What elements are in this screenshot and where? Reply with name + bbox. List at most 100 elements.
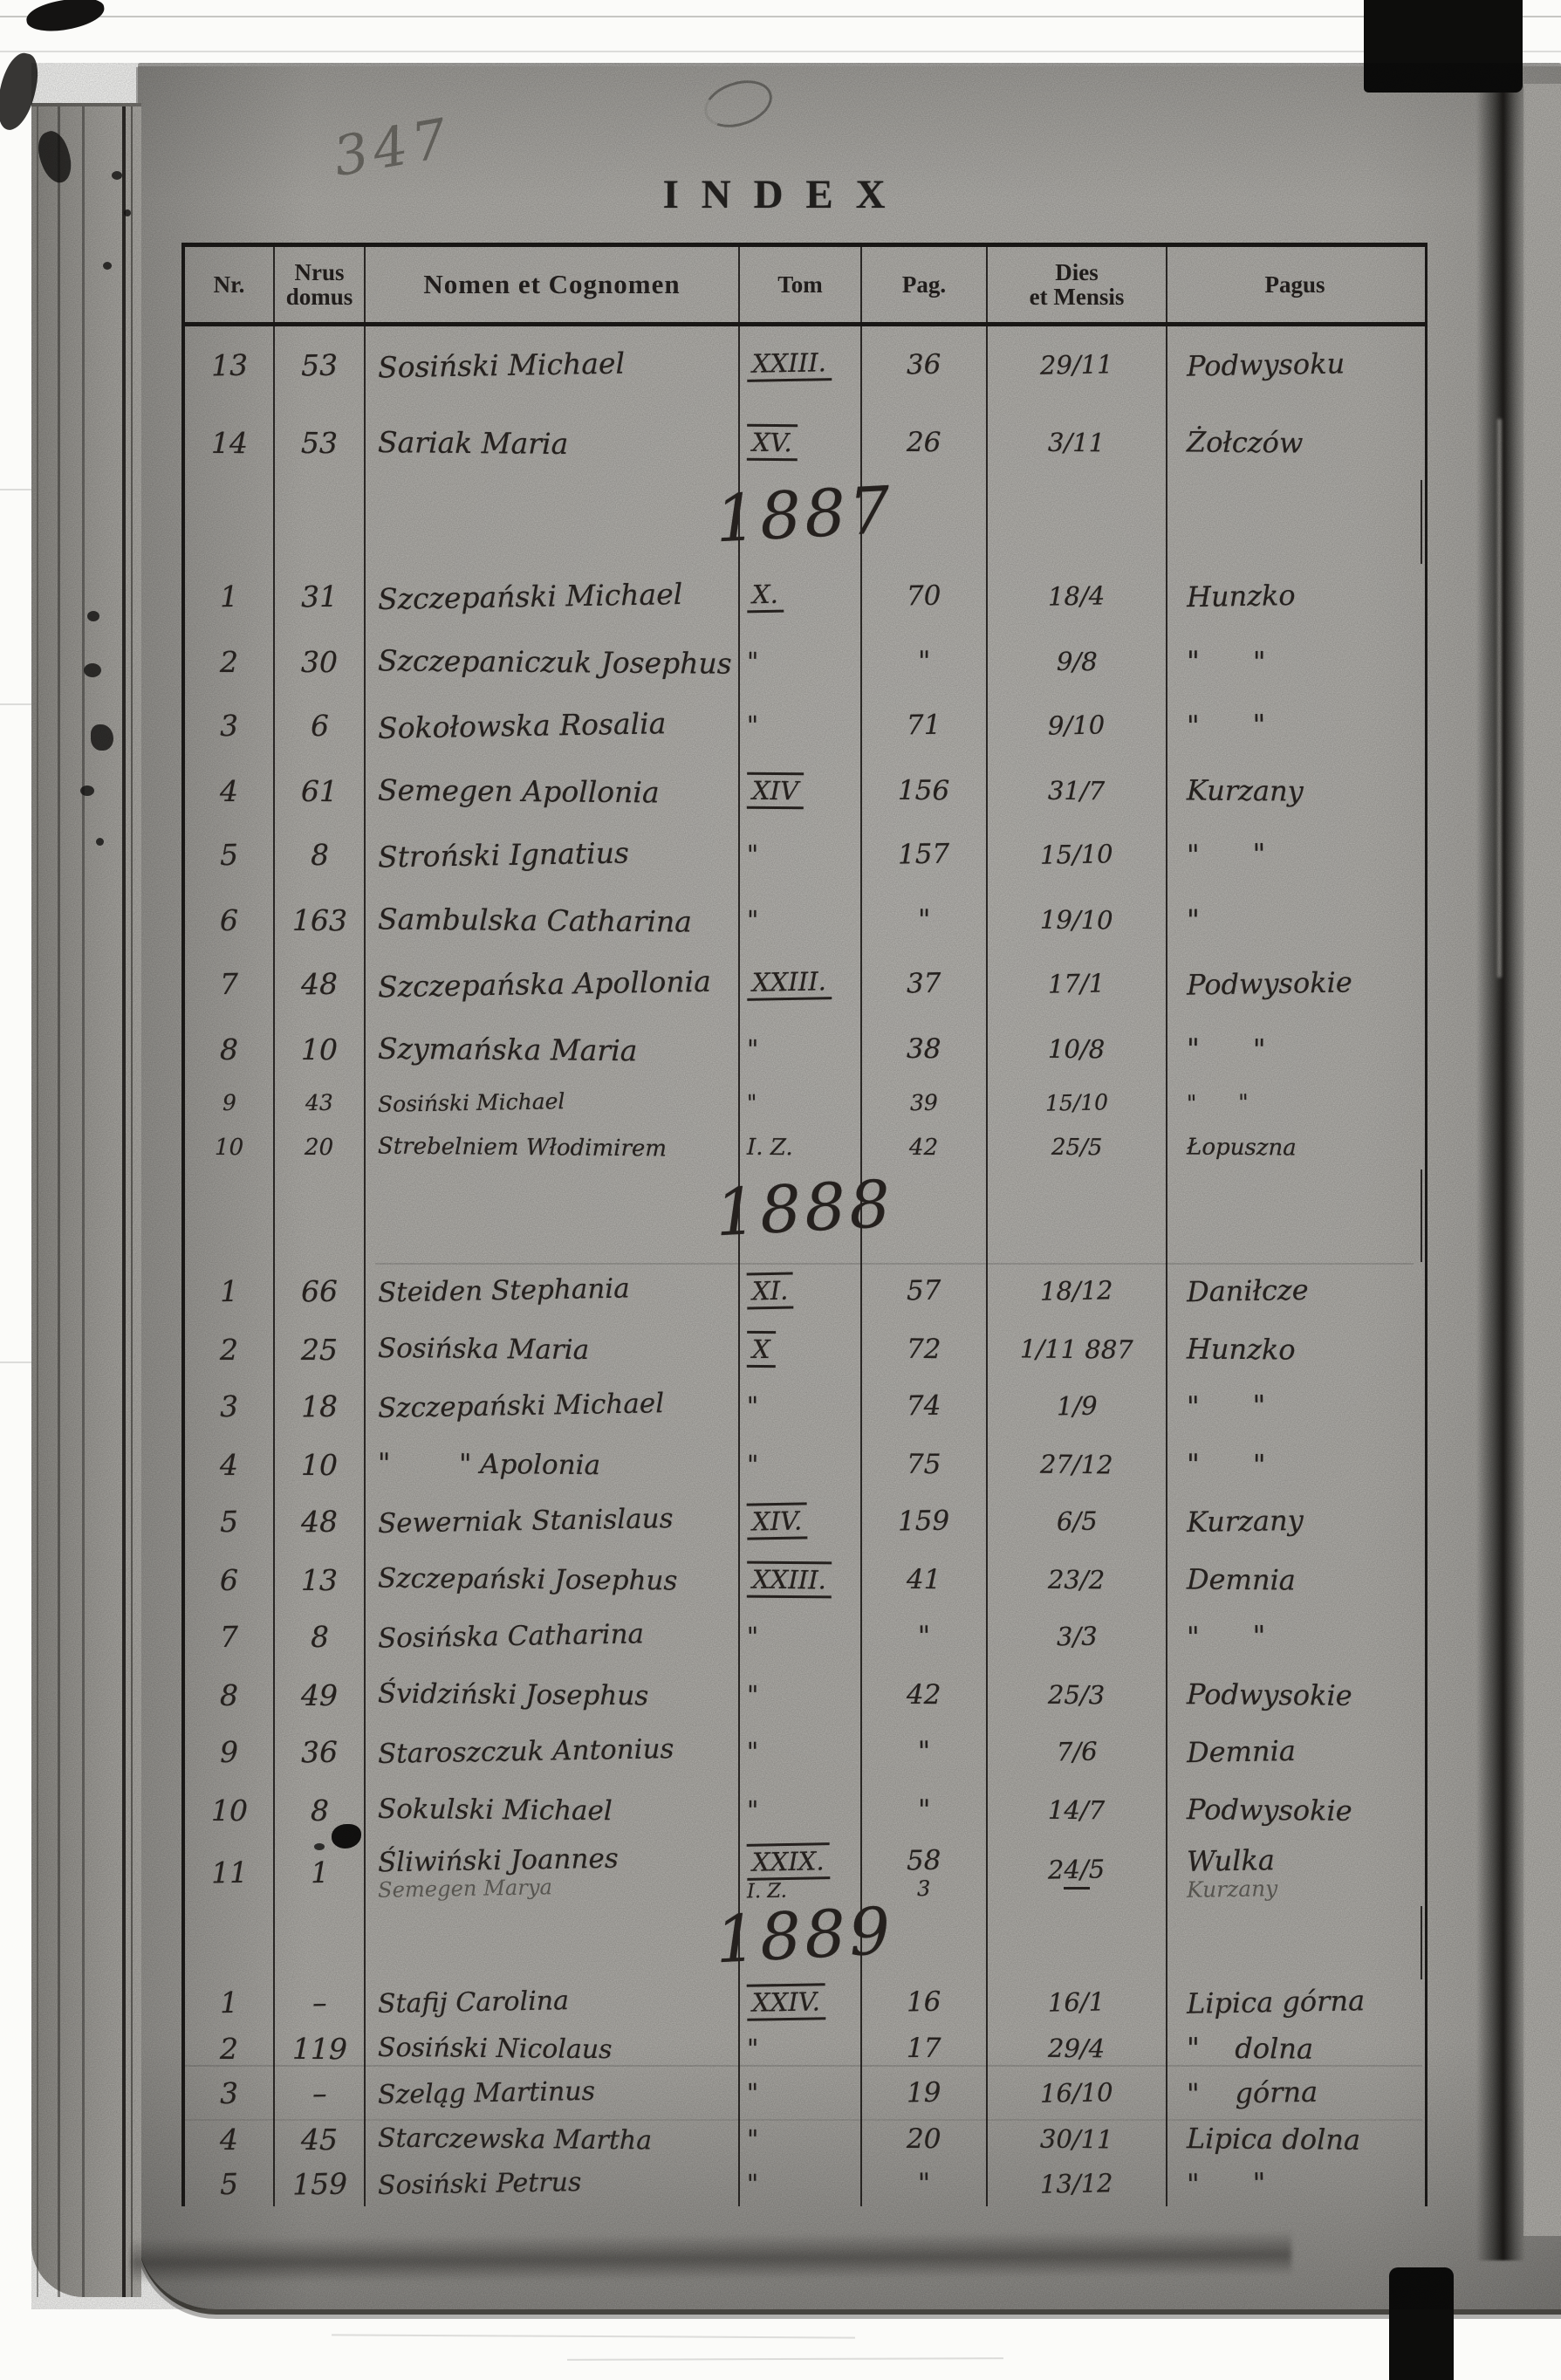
cell-domus: 43 — [275, 1080, 366, 1124]
cell-nr: 4 — [185, 1435, 275, 1492]
dies-value: 25/3 — [1048, 1679, 1106, 1711]
cell-nr: 5 — [185, 822, 275, 887]
domus-value: 36 — [300, 1734, 339, 1769]
domus-value: 53 — [300, 425, 339, 460]
cell-tom: " — [740, 1723, 862, 1780]
cell-nr: 2 — [185, 1320, 275, 1377]
domus-value: 31 — [300, 579, 339, 614]
cell-pagus: " górna — [1167, 2070, 1422, 2116]
cell-pag: 157 — [862, 822, 988, 887]
cell-pagus: Podwysokie — [1167, 951, 1422, 1016]
cell-pagus: " " — [1167, 1608, 1422, 1665]
tom-value: XV. — [746, 423, 798, 462]
cell-pag: 70 — [862, 564, 988, 628]
cell-name: Sosiński Nicolaus — [366, 2025, 740, 2070]
cell-nr: 8 — [185, 1016, 275, 1080]
pagus-value: " " — [1186, 644, 1266, 679]
cell-domus: 8 — [275, 1780, 366, 1838]
cell-dies: 14/7 — [988, 1780, 1167, 1838]
cell-name: Stroński Ignatius — [366, 822, 740, 887]
cell-nr: 7 — [185, 951, 275, 1016]
cell-nr: 10 — [185, 1124, 275, 1169]
cell-nr: 11 — [185, 1838, 275, 1906]
table-row: 6 163 Sambulska Catharina " " 19/10 " — [185, 887, 1425, 951]
pagus-value: Daniłcze — [1186, 1272, 1309, 1309]
cell-nr: 6 — [185, 1550, 275, 1608]
pagus-value: Hunzko — [1186, 578, 1296, 614]
scan-line — [331, 2334, 856, 2339]
name-value: Sosiński Nicolaus — [377, 2032, 613, 2065]
pag-value: 20 — [907, 2123, 941, 2156]
cell-pagus: " " — [1167, 1377, 1422, 1435]
tom-value: " — [746, 839, 759, 870]
cell-pagus: " " — [1167, 1016, 1422, 1080]
page-edge-line — [122, 106, 126, 2297]
cell-pagus: Hunzko — [1167, 564, 1422, 628]
nr-value: 13 — [210, 347, 248, 382]
pagus-value: Kurzany — [1186, 1503, 1304, 1540]
pagus-value: Podwysokie — [1186, 965, 1353, 1002]
cell-domus: 6 — [275, 693, 366, 758]
name-value: Szczepaniczuk Josephus — [377, 642, 732, 681]
cell-nr: 1 — [185, 564, 275, 628]
cell-dies: 9/10 — [988, 693, 1167, 758]
cell-dies: 16/10 — [988, 2070, 1167, 2116]
cell-pagus: Lipica górna — [1167, 1979, 1422, 2025]
cell-pag: 16 — [862, 1979, 988, 2025]
cell-pag: 41 — [862, 1550, 988, 1608]
cell-name: Śliwiński Joannes Semegen Marya — [366, 1838, 740, 1906]
name-value: Sosiński Petrus — [377, 2166, 582, 2201]
dies-value: 6/5 — [1056, 1506, 1098, 1537]
cell-pagus: Demnia — [1167, 1723, 1422, 1780]
cell-pagus: " " — [1167, 2161, 1422, 2206]
name-value: Sokulski Michael — [377, 1793, 613, 1828]
cell-pagus: " dolna — [1167, 2025, 1422, 2070]
table-row: 8 10 Szymańska Maria " 38 10/8 " " — [185, 1016, 1425, 1080]
tom-value: " — [746, 2123, 759, 2155]
cell-pag: " — [862, 2161, 988, 2206]
cell-domus: 10 — [275, 1016, 366, 1080]
cell-name: Szczepański Josephus — [366, 1550, 740, 1608]
dies-value: 1/11 887 — [1019, 1334, 1133, 1365]
dies-value: 29/11 — [1039, 349, 1114, 381]
pag-value: " — [917, 1735, 931, 1768]
nr-value: 4 — [219, 2122, 239, 2157]
cell-domus: 20 — [275, 1124, 366, 1169]
page-edge-stack — [31, 103, 141, 2297]
pag-value: " — [917, 903, 931, 936]
ink-speck — [87, 611, 99, 621]
cell-name: Sosiński Michael — [366, 1080, 740, 1124]
cell-tom: " — [740, 2070, 862, 2116]
pag-value: 57 — [906, 1274, 942, 1307]
cell-name: Semegen Apollonia — [366, 758, 740, 822]
cell-tom: " — [740, 2116, 862, 2161]
cell-dies: 6/5 — [988, 1492, 1167, 1550]
cell-tom: X. — [740, 564, 862, 628]
cell-pag: 37 — [862, 951, 988, 1016]
cell-name: Sosiński Michael — [366, 326, 740, 403]
nr-value: 4 — [219, 1447, 239, 1482]
cell-domus: 13 — [275, 1550, 366, 1608]
nr-value: 3 — [219, 1389, 239, 1423]
dies-value: 18/12 — [1039, 1275, 1114, 1307]
cell-name: Steiden Stephania — [366, 1262, 740, 1320]
cell-name: Stafij Carolina — [366, 1979, 740, 2025]
table-row: 8 49 Śvidziński Josephus " 42 25/3 Podwysokie — [185, 1665, 1425, 1723]
ink-speck — [124, 209, 131, 216]
cell-dies: 19/10 — [988, 887, 1167, 951]
table-row: 1 31 Szczepański Michael X. 70 18/4 Hunzko — [185, 564, 1425, 628]
cell-pagus: Hunzko — [1167, 1320, 1422, 1377]
pagus-value: " " — [1186, 1032, 1266, 1067]
tom-value: " — [746, 2168, 759, 2199]
scanner-black-block — [1364, 0, 1523, 93]
cell-dies: 7/6 — [988, 1723, 1167, 1780]
cell-dies: 29/11 — [988, 326, 1167, 403]
cell-pag: " — [862, 1723, 988, 1780]
pag-value: 58 — [906, 1844, 942, 1877]
table-row: 7 48 Szczepańska Apollonia XXIII. 37 17/1 Podw… — [185, 951, 1425, 1016]
nr-value: 9 — [219, 1734, 239, 1769]
nr-value: 4 — [219, 773, 239, 808]
cell-pag: " — [862, 628, 988, 693]
ink-speck — [91, 724, 113, 751]
table-row: 3 18 Szczepański Michael " 74 1/9 " " — [185, 1377, 1425, 1435]
